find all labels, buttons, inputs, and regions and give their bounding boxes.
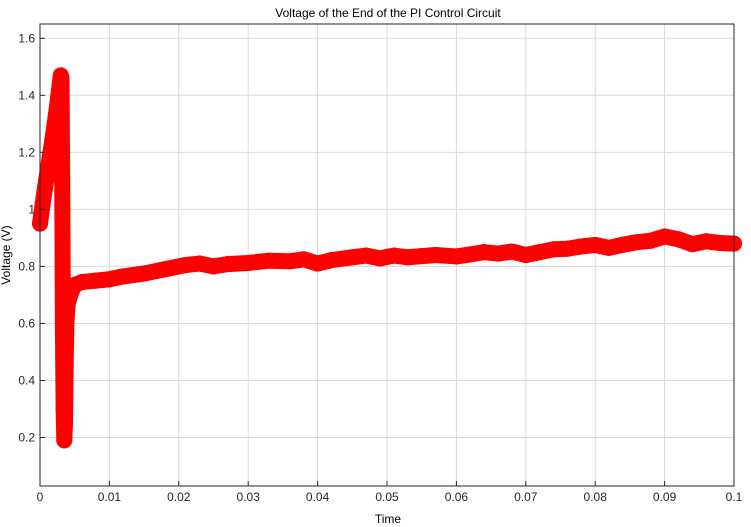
data-point (45, 121, 62, 138)
data-point (517, 247, 534, 263)
data-point (38, 167, 55, 184)
data-point (42, 144, 59, 161)
x-tick-label: 0.07 (514, 490, 538, 504)
x-tick-label: 0.01 (98, 490, 122, 504)
data-point (281, 253, 298, 270)
data-point (35, 189, 52, 206)
x-axis-ticks: 0 0.01 0.02 0.03 0.04 0.05 0.06 0.07 0.08 0.09 0.1 (37, 481, 743, 504)
data-point (358, 247, 375, 264)
data-point (559, 240, 576, 257)
data-point (385, 247, 402, 264)
y-tick-label: 0.2 (18, 431, 35, 445)
data-point (573, 238, 590, 255)
data-point (156, 261, 173, 278)
data-point (448, 248, 465, 265)
data-point (476, 244, 493, 261)
data-point (698, 233, 715, 250)
data-point (240, 254, 257, 271)
x-tick-label: 0.08 (584, 490, 608, 504)
y-tick-label: 1.4 (18, 88, 35, 102)
data-point (54, 172, 71, 189)
data-point (53, 70, 70, 87)
data-point (427, 247, 444, 263)
data-point (545, 241, 562, 258)
data-point (503, 243, 520, 260)
x-tick-label: 0.06 (445, 490, 469, 504)
chart-title: Voltage of the End of the PI Control Cir… (275, 6, 501, 20)
x-tick-label: 0.04 (306, 490, 330, 504)
data-point (587, 237, 604, 254)
series-group (32, 67, 742, 449)
data-point (101, 271, 118, 288)
data-point (57, 358, 74, 375)
data-point (115, 268, 132, 285)
data-point (261, 252, 278, 269)
x-tick-label: 0.1 (726, 490, 743, 504)
data-point (344, 249, 361, 266)
data-point (56, 415, 73, 432)
y-tick-label: 0.6 (18, 316, 35, 330)
data-point (399, 249, 416, 266)
data-point (87, 272, 104, 289)
data-point (462, 246, 479, 263)
data-point (191, 255, 208, 272)
data-point (684, 236, 701, 253)
y-tick-label: 1 (28, 202, 35, 216)
data-point (628, 234, 645, 251)
data-point (219, 256, 236, 273)
data-point (73, 274, 90, 291)
y-tick-label: 1.2 (18, 145, 35, 159)
x-tick-label: 0.03 (237, 490, 261, 504)
y-tick-label: 0.8 (18, 259, 35, 273)
data-point (205, 258, 222, 275)
y-axis-label: Voltage (V) (0, 225, 13, 284)
data-point (670, 231, 687, 248)
y-tick-label: 0.4 (18, 373, 35, 387)
data-point (656, 228, 673, 245)
data-point (712, 235, 729, 252)
data-point (413, 248, 430, 265)
data-point (309, 255, 326, 272)
data-point (323, 252, 340, 269)
x-tick-label: 0.05 (375, 490, 399, 504)
data-point (601, 239, 618, 256)
data-point (177, 256, 194, 273)
data-point (531, 244, 548, 261)
data-point (58, 315, 75, 332)
x-tick-label: 0.09 (653, 490, 677, 504)
y-tick-label: 1.6 (18, 31, 35, 45)
x-tick-label: 0 (37, 490, 44, 504)
data-point (49, 95, 66, 112)
y-axis-ticks: 0.2 0.4 0.6 0.8 1 1.2 1.4 1.6 (18, 31, 45, 445)
data-point (614, 236, 631, 253)
data-point (295, 251, 312, 268)
data-point (642, 232, 659, 249)
data-point (55, 401, 72, 417)
data-point (490, 245, 507, 262)
x-tick-label: 0.02 (167, 490, 191, 504)
data-point (136, 265, 153, 282)
data-point (56, 432, 73, 449)
data-point (372, 250, 389, 267)
x-axis-label: Time (375, 512, 402, 526)
